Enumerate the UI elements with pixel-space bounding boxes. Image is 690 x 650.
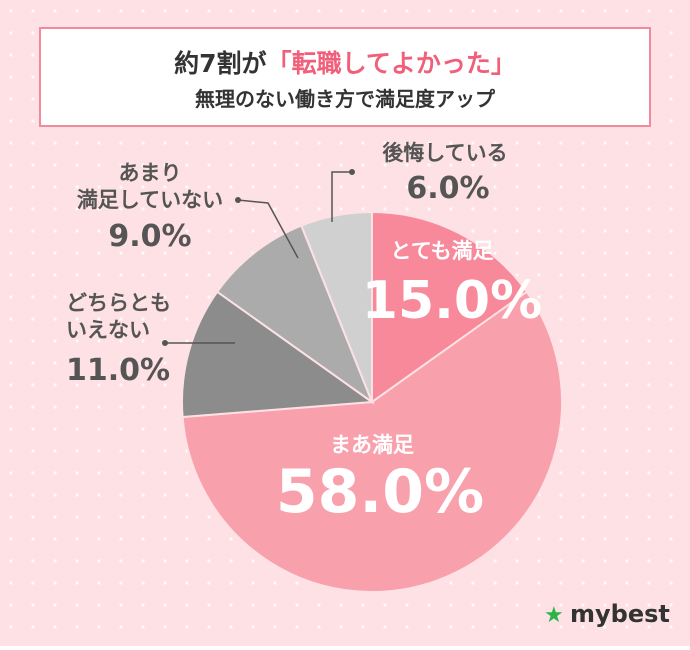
- category-label: あまり満足していない: [77, 161, 223, 212]
- category-label-line: いえない: [66, 318, 150, 342]
- category-label: とても満足: [390, 239, 493, 263]
- category-label-line: どちらとも: [66, 291, 171, 315]
- value-label: 9.0%: [108, 219, 191, 254]
- category-label-line: 後悔している: [382, 141, 507, 165]
- category-label-line: まあ満足: [330, 433, 414, 457]
- pie-slice: [181, 290, 375, 419]
- value-label: 15.0%: [362, 271, 542, 331]
- category-label-line: とても満足: [390, 239, 493, 263]
- value-label: 6.0%: [406, 171, 489, 206]
- brand-star: ★: [544, 603, 564, 628]
- pie-slice: [181, 290, 563, 593]
- title-highlight: 「転職してよかった」: [267, 49, 516, 78]
- brand-logo: ★ mybest: [544, 600, 670, 628]
- value-label: 58.0%: [276, 457, 484, 527]
- category-label-line: あまり: [119, 161, 182, 185]
- title-box: [39, 27, 651, 127]
- leader-dot: [349, 169, 355, 175]
- title-line: 約7割が「転職してよかった」: [174, 49, 516, 78]
- category-label: どちらともいえない: [66, 291, 171, 342]
- chart-title: 約7割が: [174, 49, 266, 78]
- value-label: 11.0%: [66, 353, 170, 388]
- leader-dot: [162, 340, 168, 346]
- leader-dot: [235, 197, 241, 203]
- pie-slice: [300, 210, 373, 403]
- category-label: まあ満足: [330, 433, 414, 457]
- subtitle: 無理のない働き方で満足度アップ: [195, 87, 496, 111]
- leader-line: [331, 171, 352, 222]
- pie-slice: [215, 224, 375, 405]
- pie-slice: [371, 210, 529, 404]
- leader-line: [237, 199, 299, 259]
- category-label-line: 満足していない: [77, 188, 223, 212]
- category-label: 後悔している: [382, 141, 507, 165]
- brand: mybest: [570, 600, 670, 628]
